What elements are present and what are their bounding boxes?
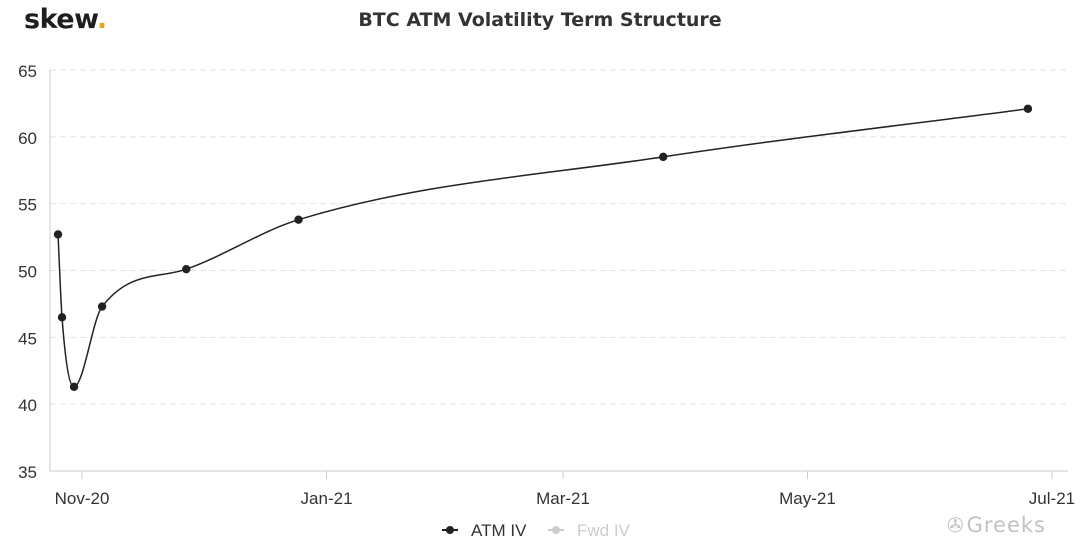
- series-line-atm-iv: [57, 108, 1029, 388]
- y-tick-label: 35: [18, 463, 37, 482]
- x-tick-label: Jul-21: [1029, 489, 1075, 508]
- y-tick-label: 65: [18, 62, 37, 81]
- chart-title: BTC ATM Volatility Term Structure: [358, 9, 722, 31]
- logo-text: skew: [24, 4, 97, 35]
- wechat-icon: ✇: [946, 513, 965, 537]
- data-point: [53, 230, 63, 239]
- legend-symbol-marker: [446, 526, 454, 534]
- y-tick-label: 45: [18, 329, 37, 348]
- legend-label: Fwd IV: [577, 521, 631, 540]
- legend-item: Fwd IV: [548, 521, 631, 540]
- legend-symbol-marker: [552, 526, 560, 534]
- x-tick-label: Nov-20: [55, 489, 110, 508]
- data-point: [97, 302, 107, 311]
- watermark: ✇Greeks: [947, 513, 1046, 537]
- y-tick-label: 40: [18, 396, 37, 415]
- x-tick-label: Jan-21: [301, 489, 353, 508]
- x-tick-label: May-21: [779, 489, 836, 508]
- legend-label: ATM IV: [471, 521, 527, 540]
- data-point: [57, 313, 67, 322]
- data-point: [294, 215, 303, 224]
- logo-dot: .: [96, 4, 107, 35]
- data-point: [659, 152, 668, 162]
- legend-item: ATM IV: [442, 521, 527, 540]
- skew-logo: skew.: [24, 4, 107, 35]
- watermark-text: Greeks: [966, 513, 1046, 537]
- data-point: [1023, 104, 1033, 113]
- x-tick-label: Mar-21: [536, 489, 590, 508]
- y-tick-label: 55: [18, 196, 37, 215]
- y-tick-label: 50: [18, 263, 37, 282]
- data-point: [182, 264, 191, 274]
- data-point: [69, 382, 79, 391]
- y-tick-label: 60: [18, 129, 37, 148]
